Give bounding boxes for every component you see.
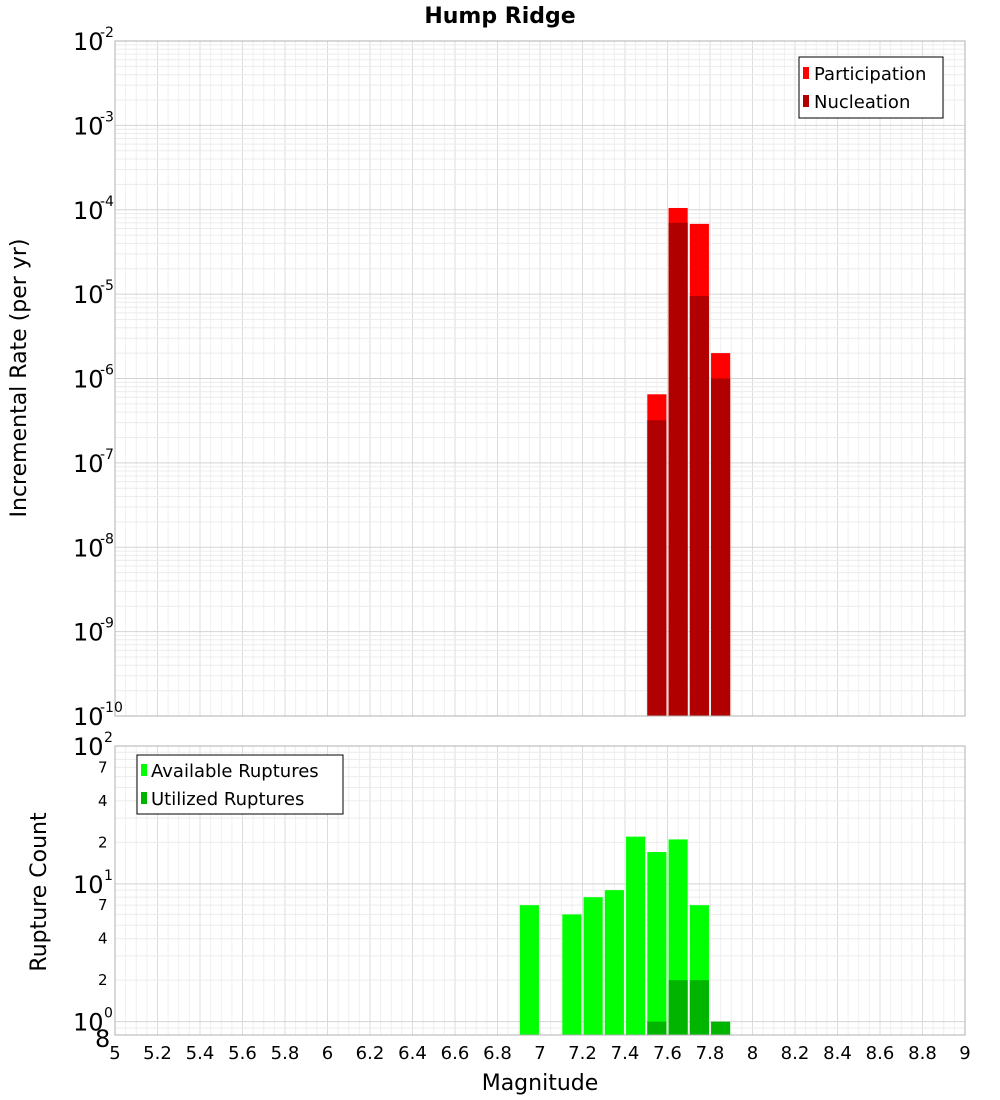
- rate-y-tick-label: 10: [73, 197, 104, 225]
- x-tick-label: 5.2: [143, 1043, 172, 1064]
- nucleation-legend-label: Nucleation: [814, 92, 910, 113]
- count-y-axis-label: Rupture Count: [27, 812, 52, 972]
- count-y-minor-tick-label: 2: [98, 833, 108, 851]
- count-y-tick-exponent: 1: [104, 868, 113, 884]
- utilized-legend-swatch: [141, 792, 147, 804]
- rate-y-tick-label: 10: [73, 281, 104, 309]
- rate-y-tick-label: 10: [73, 619, 104, 647]
- x-tick-label: 8.4: [823, 1043, 852, 1064]
- count-y-minor-tick-label: 2: [98, 971, 108, 989]
- available-legend-label: Available Ruptures: [151, 761, 319, 782]
- rate-plot-frame: [114, 40, 966, 717]
- count-y-minor-tick-label: 4: [98, 792, 108, 810]
- x-tick-label: 6.2: [356, 1043, 385, 1064]
- nucleation-legend-swatch: [803, 95, 809, 107]
- x-tick-label: 5.6: [228, 1043, 257, 1064]
- rate-y-tick-label: 10: [73, 450, 104, 478]
- count-y-tick-label: 10: [73, 871, 104, 899]
- count-legend-box: [136, 754, 344, 815]
- available-ruptures-bar: [519, 905, 539, 1035]
- x-tick-label: 8.6: [866, 1043, 895, 1064]
- count-y-minor-tick-label: 4: [98, 930, 108, 948]
- x-tick-label: 8.2: [781, 1043, 810, 1064]
- rate-y-tick-exponent: -5: [100, 278, 114, 294]
- available-ruptures-bar: [562, 914, 582, 1035]
- x-tick-label: 5.8: [271, 1043, 300, 1064]
- rate-y-tick-exponent: -10: [100, 700, 123, 716]
- available-ruptures-bar: [626, 836, 646, 1035]
- x-tick-label: 7: [534, 1043, 545, 1064]
- rate-y-tick-exponent: -9: [100, 616, 114, 632]
- count-y-minor-tick-label: 7: [98, 758, 108, 776]
- count-y-tick-label: 10: [73, 733, 104, 761]
- utilized-ruptures-bar: [711, 1021, 731, 1035]
- count-y-tick-exponent: 2: [104, 730, 113, 746]
- nucleation-bar: [711, 378, 731, 716]
- x-tick-label: 5.4: [186, 1043, 215, 1064]
- rate-legend: Participation Nucleation: [798, 56, 944, 119]
- utilized-ruptures-bar: [647, 1021, 667, 1035]
- rate-panel: 10-210-310-410-510-610-710-810-910-10 In…: [7, 25, 966, 731]
- rate-y-tick-exponent: -4: [100, 194, 114, 210]
- utilized-ruptures-bar: [668, 980, 688, 1035]
- rate-bars: [647, 207, 731, 716]
- x-tick-label: 7.6: [653, 1043, 682, 1064]
- x-tick-label: 6.6: [441, 1043, 470, 1064]
- utilized-ruptures-bar: [689, 980, 709, 1035]
- rate-y-tick-exponent: -3: [100, 109, 114, 125]
- x-tick-label: 8.8: [908, 1043, 937, 1064]
- x-tick-label: 6.4: [398, 1043, 427, 1064]
- chart-title: Hump Ridge: [424, 4, 575, 29]
- count-legend: Available Ruptures Utilized Ruptures: [136, 754, 344, 815]
- rate-y-ticks: 10-210-310-410-510-610-710-810-910-10: [73, 25, 123, 731]
- utilized-legend-label: Utilized Ruptures: [151, 789, 304, 810]
- x-tick-label: 7.4: [611, 1043, 640, 1064]
- x-tick-label: 7.2: [568, 1043, 597, 1064]
- count-bars: [519, 836, 731, 1035]
- x-tick-label: 9: [959, 1043, 970, 1064]
- count-y-minor-tick-label: 7: [98, 896, 108, 914]
- rate-y-tick-label: 10: [73, 703, 104, 731]
- rate-y-tick-label: 10: [73, 366, 104, 394]
- count-y-tick-exponent: 0: [104, 1006, 113, 1022]
- x-tick-label: 8: [747, 1043, 758, 1064]
- x-tick-label: 6.8: [483, 1043, 512, 1064]
- rate-y-tick-label: 10: [73, 28, 104, 56]
- available-ruptures-bar: [604, 890, 624, 1035]
- rate-y-tick-label: 10: [73, 534, 104, 562]
- rate-y-tick-exponent: -8: [100, 531, 114, 547]
- rate-y-tick-exponent: -7: [100, 447, 114, 463]
- x-axis-ticks: 5 5.2 5.4 5.6 5.8 6 6.2 6.4 6.6 6.8 7 7.2 7.4 7.6 7.8 8…: [109, 1043, 970, 1064]
- participation-legend-swatch: [803, 67, 809, 79]
- rate-y-tick-exponent: -2: [100, 25, 114, 41]
- x-axis-label: Magnitude: [482, 1071, 599, 1096]
- count-y-minor-tick-label: 8: [95, 1025, 110, 1053]
- rate-y-tick-label: 10: [73, 112, 104, 140]
- nucleation-bar: [647, 420, 667, 716]
- nucleation-bar: [668, 222, 688, 716]
- count-y-tick-label: 10: [73, 1009, 104, 1037]
- x-tick-label: 6: [322, 1043, 333, 1064]
- count-plot-frame: [114, 745, 966, 1036]
- rate-grid: [114, 40, 966, 717]
- x-tick-label: 7.8: [696, 1043, 725, 1064]
- rate-legend-box: [798, 56, 944, 119]
- x-tick-label: 5: [109, 1043, 120, 1064]
- rate-y-axis-label: Incremental Rate (per yr): [7, 239, 32, 518]
- nucleation-bar: [689, 296, 709, 716]
- available-legend-swatch: [141, 764, 147, 776]
- participation-legend-label: Participation: [814, 64, 926, 85]
- available-ruptures-bar: [583, 897, 603, 1035]
- rate-y-tick-exponent: -6: [100, 363, 114, 379]
- available-ruptures-bar: [647, 852, 667, 1035]
